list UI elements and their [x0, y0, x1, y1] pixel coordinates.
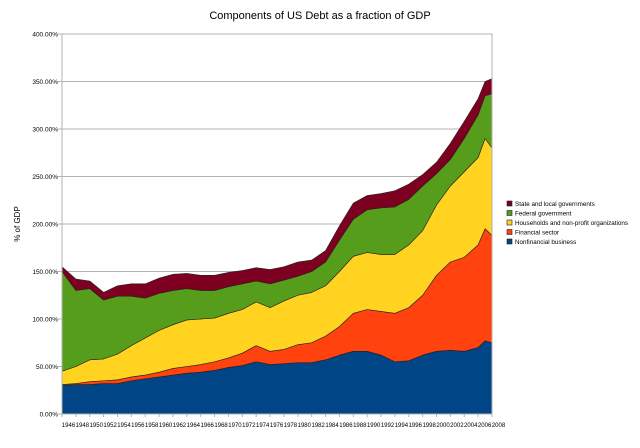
x-tick-label: 1952	[103, 422, 117, 429]
x-tick-label: 1972	[242, 422, 256, 429]
y-axis-label: % of GDP	[13, 206, 22, 242]
x-tick-label: 1968	[214, 422, 228, 429]
x-tick-label: 1948	[76, 422, 90, 429]
legend-swatch	[506, 229, 513, 235]
x-tick-label: 1994	[395, 422, 409, 429]
x-tick-label: 1966	[201, 422, 215, 429]
x-tick-label: 1992	[381, 422, 395, 429]
legend-label: Nonfinancial business	[515, 239, 576, 246]
y-tick-label: 300.00%	[32, 127, 58, 134]
y-tick-label: 50.00%	[36, 364, 58, 371]
x-tick-label: 1984	[325, 422, 339, 429]
legend-label: Federal government	[515, 211, 572, 218]
legend-item: Federal government	[506, 210, 572, 218]
x-tick-label: 1986	[339, 422, 353, 429]
legend-item: State and local governments	[506, 200, 595, 208]
legend-item: Households and non-profit organizations	[506, 219, 628, 227]
x-tick-label: 1990	[367, 422, 381, 429]
legend-label: Households and non-profit organizations	[515, 220, 628, 227]
y-tick-label: 150.00%	[32, 269, 58, 276]
y-tick-label: 250.00%	[32, 174, 58, 181]
y-tick-label: 100.00%	[32, 317, 58, 324]
x-tick-label: 2004	[464, 422, 478, 429]
legend-swatch	[506, 238, 513, 245]
legend-item: Financial sector	[506, 229, 559, 237]
legend-item: Nonfinancial business	[506, 238, 576, 246]
chart-title: Components of US Debt as a fraction of G…	[209, 10, 430, 22]
y-tick-label: 400.00%	[32, 32, 58, 39]
y-tick-label: 350.00%	[32, 79, 58, 86]
y-tick-label: 200.00%	[32, 222, 58, 229]
x-tick-label: 1946	[62, 422, 76, 429]
x-tick-label: 1982	[311, 422, 325, 429]
x-tick-label: 1964	[187, 422, 201, 429]
x-tick-label: 1988	[353, 422, 367, 429]
x-tick-label: 1960	[159, 422, 173, 429]
legend-swatch	[506, 219, 513, 226]
x-tick-label: 2008	[492, 422, 506, 429]
x-tick-label: 1976	[270, 422, 284, 429]
x-tick-label: 1950	[90, 422, 104, 429]
x-tick-label: 1978	[284, 422, 298, 429]
x-tick-label: 2000	[436, 422, 450, 429]
x-tick-label: 1954	[117, 422, 131, 429]
legend-swatch	[506, 200, 513, 207]
x-tick-label: 2006	[478, 422, 492, 429]
y-tick-label: 0.00%	[40, 412, 59, 419]
x-tick-label: 2002	[450, 422, 464, 429]
x-tick-label: 1956	[131, 422, 145, 429]
legend-label: State and local governments	[515, 201, 595, 208]
x-tick-label: 1996	[409, 422, 423, 429]
x-tick-label: 1962	[173, 422, 187, 429]
legend-label: Financial sector	[515, 230, 559, 237]
legend-swatch	[506, 210, 513, 216]
x-tick-label: 1980	[298, 422, 312, 429]
x-tick-label: 1974	[256, 422, 270, 429]
x-tick-label: 1998	[422, 422, 436, 429]
x-tick-label: 1958	[145, 422, 159, 429]
x-tick-label: 1970	[228, 422, 242, 429]
